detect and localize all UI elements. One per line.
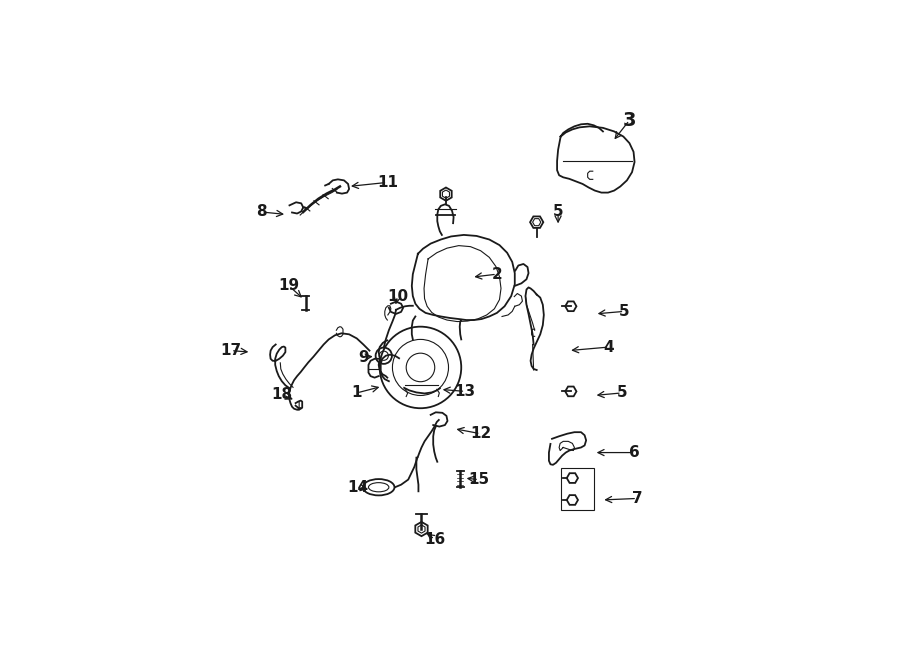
Text: 7: 7 xyxy=(632,491,643,506)
Text: 5: 5 xyxy=(553,205,563,220)
Text: 8: 8 xyxy=(256,205,266,220)
Text: 17: 17 xyxy=(220,343,241,358)
Text: 5: 5 xyxy=(616,385,627,401)
Text: 14: 14 xyxy=(347,480,369,495)
Text: 13: 13 xyxy=(454,384,476,399)
Text: 15: 15 xyxy=(469,472,490,487)
Text: 9: 9 xyxy=(358,350,369,365)
Text: 10: 10 xyxy=(387,289,408,304)
Text: 16: 16 xyxy=(424,532,446,547)
Text: 2: 2 xyxy=(491,267,502,281)
Text: 12: 12 xyxy=(470,426,491,441)
Text: 3: 3 xyxy=(623,111,636,130)
Text: 1: 1 xyxy=(352,385,362,401)
Text: 18: 18 xyxy=(271,387,292,402)
Text: 11: 11 xyxy=(377,175,398,190)
Text: 6: 6 xyxy=(629,445,640,460)
Text: 5: 5 xyxy=(619,304,630,319)
Text: 19: 19 xyxy=(278,279,300,293)
Text: 4: 4 xyxy=(604,340,615,355)
